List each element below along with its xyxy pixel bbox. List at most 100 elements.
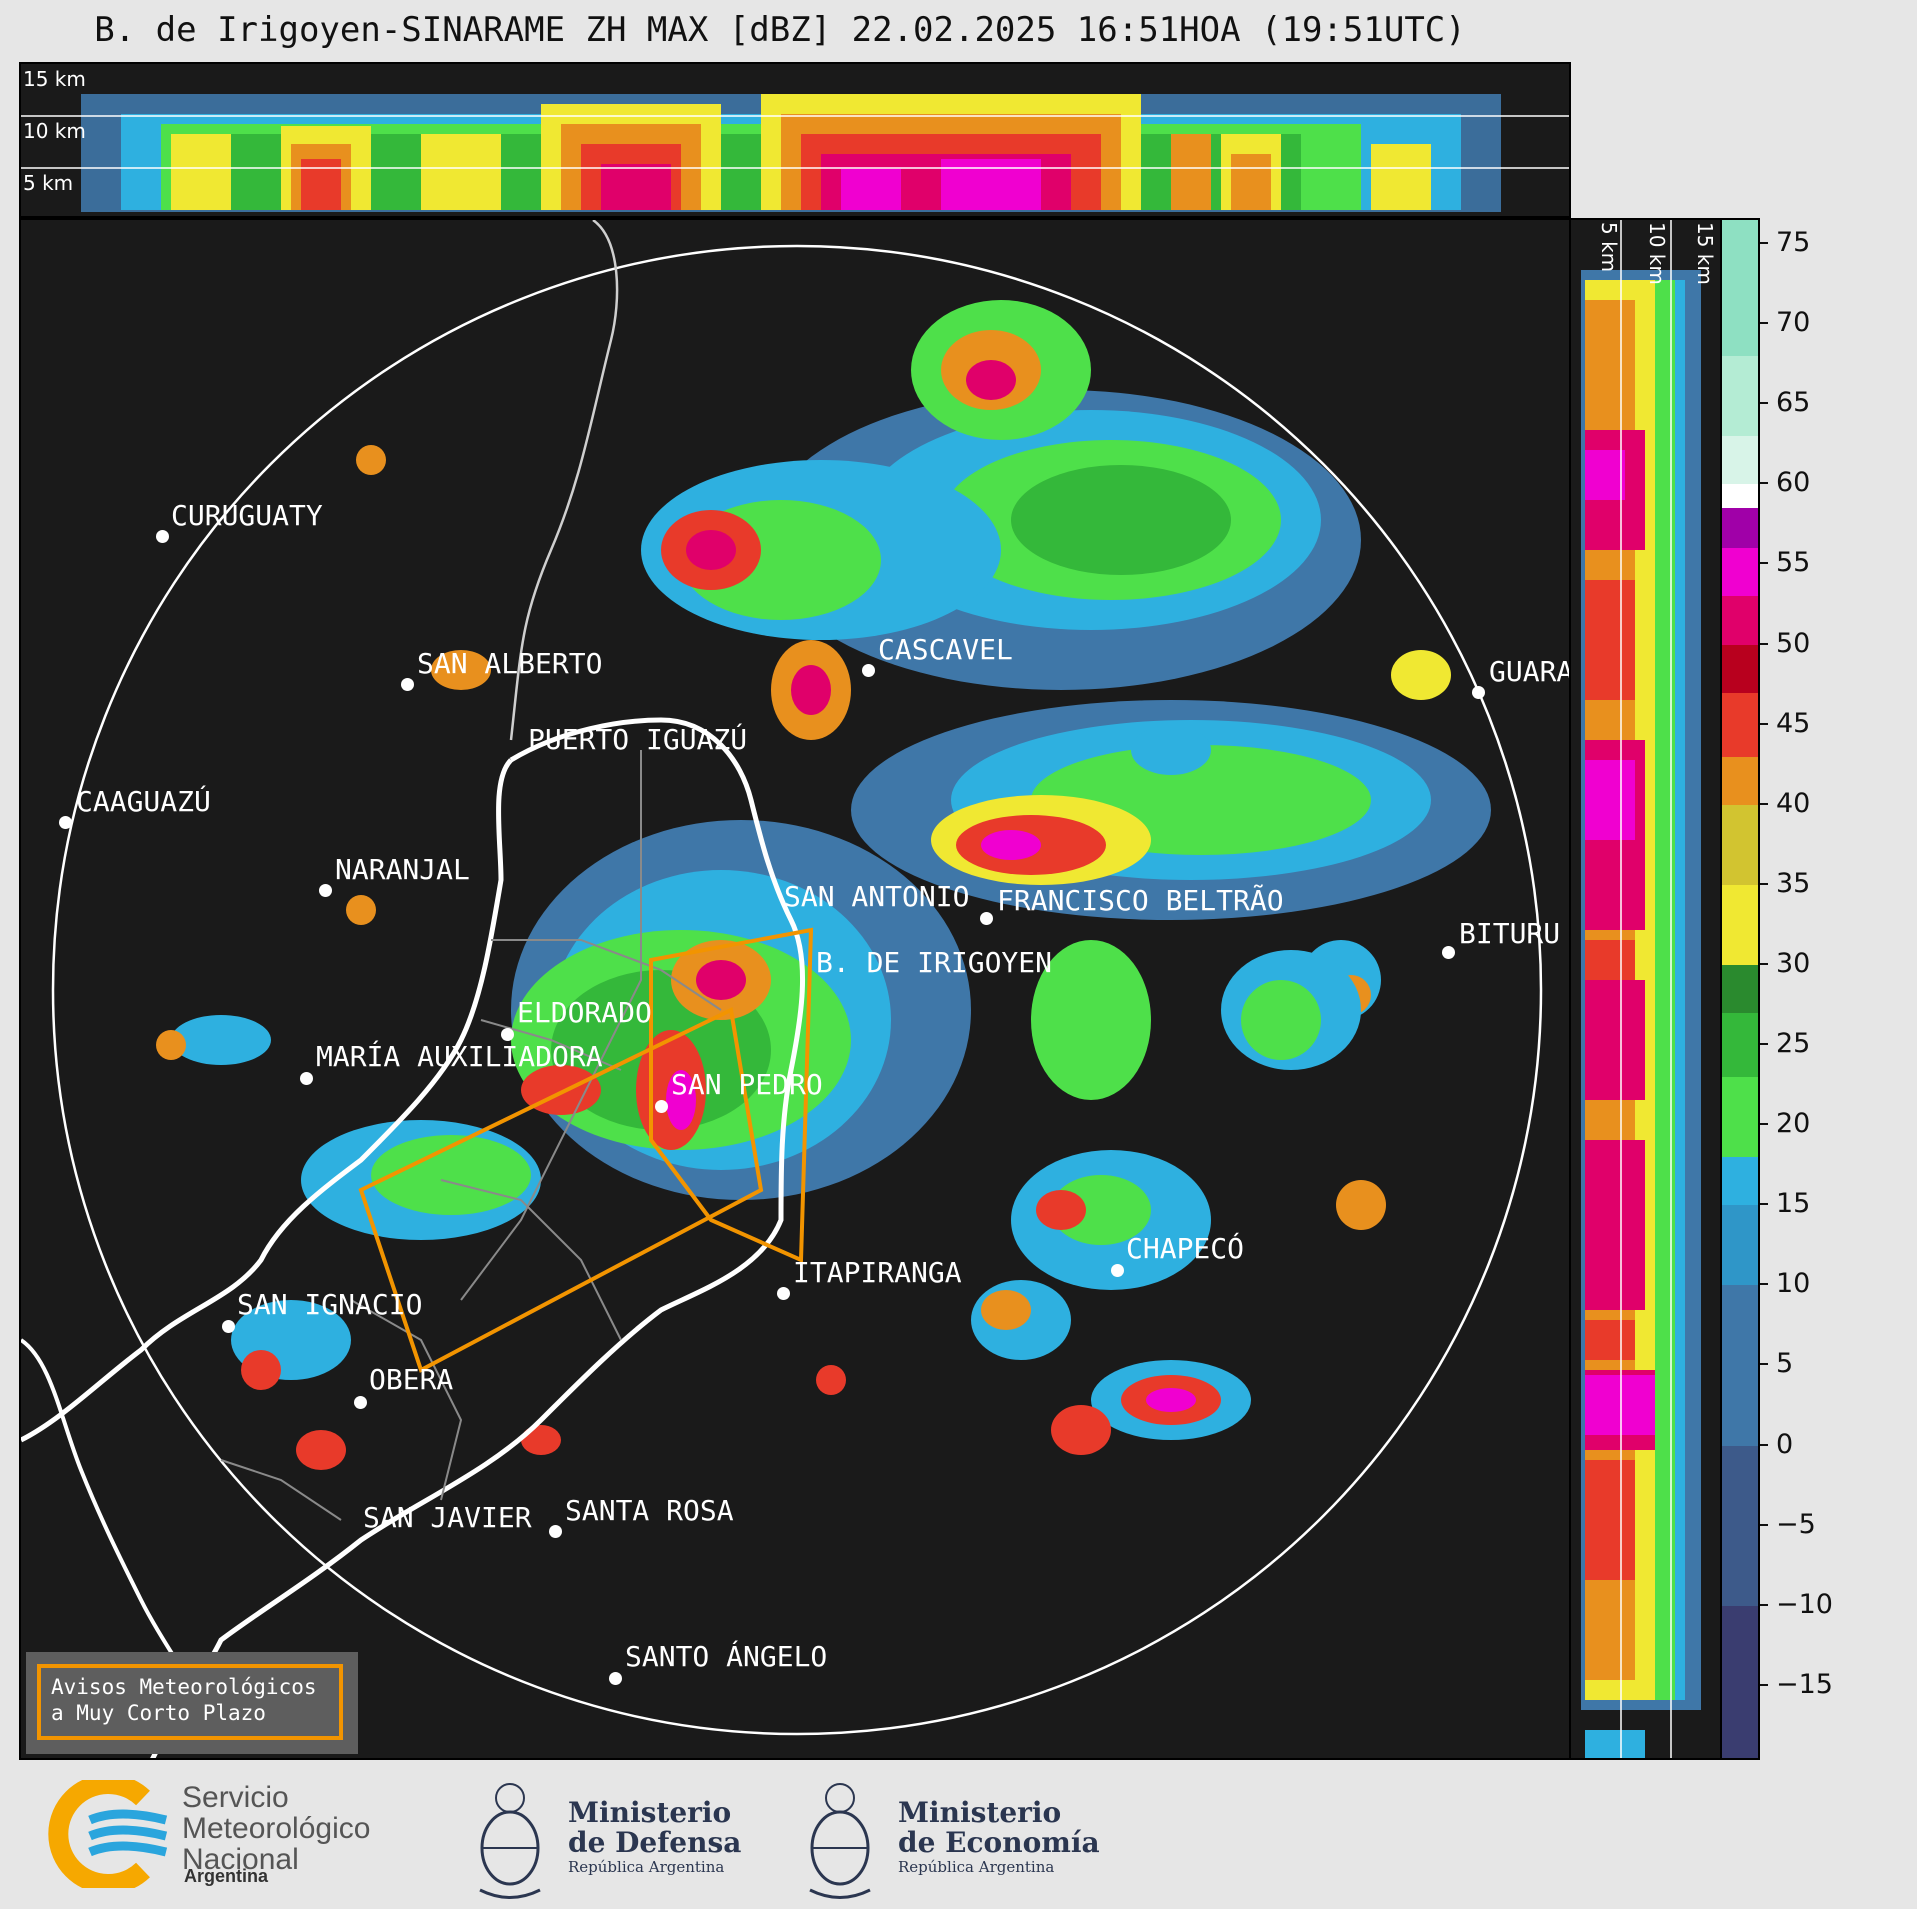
top-cross-section-echoes bbox=[21, 94, 1569, 212]
warnings-legend-frame: Avisos Meteorológicos a Muy Corto Plazo bbox=[37, 1664, 343, 1740]
dbz-colorbar-ticks: 75 70 65 60 55 50 45 40 35 30 25 20 15 10 5 0 −5 −10 −15 bbox=[1760, 218, 1850, 1760]
city-marker-san-alberto bbox=[401, 678, 414, 691]
city-label-cascavel: CASCAVEL bbox=[878, 633, 1013, 666]
side-altitude-label-10km: 10 km bbox=[1645, 222, 1669, 285]
city-label-san-antonio: SAN ANTONIO bbox=[784, 880, 970, 913]
city-label-puerto-iguazu: PUERTO IGUAZÚ bbox=[528, 723, 748, 756]
city-label-chapeco: CHAPECÓ bbox=[1126, 1232, 1245, 1265]
side-cross-section-panel: 5 km 10 km 15 km bbox=[1569, 218, 1722, 1760]
colorbar-tick-label: −10 bbox=[1776, 1588, 1833, 1620]
side-altitude-label-5km: 5 km bbox=[1597, 222, 1621, 273]
department-boundaries bbox=[220, 750, 722, 1521]
colorbar-tick-label: −15 bbox=[1776, 1668, 1833, 1700]
city-marker-santo-angelo bbox=[609, 1672, 622, 1685]
city-label-santo-angelo: SANTO ÁNGELO bbox=[625, 1640, 828, 1673]
city-marker-obera bbox=[354, 1396, 367, 1409]
smn-country: Argentina bbox=[184, 1866, 269, 1886]
city-marker-santa-rosa bbox=[549, 1525, 562, 1538]
city-label-san-javier: SAN JAVIER bbox=[363, 1501, 532, 1534]
colorbar-segment bbox=[1722, 1205, 1758, 1286]
altitude-label-15km: 15 km bbox=[23, 67, 86, 91]
city-marker-san-ignacio bbox=[222, 1320, 235, 1333]
map-title: B. de Irigoyen-SINARAME ZH MAX [dBZ] 22.… bbox=[94, 10, 1466, 50]
paraguay-brazil-border bbox=[509, 220, 619, 741]
city-marker-maria-auxiliadora bbox=[300, 1072, 313, 1085]
argentina-coat-of-arms-icon bbox=[479, 1783, 541, 1899]
colorbar-segment bbox=[1722, 356, 1758, 437]
colorbar-tick-label: 60 bbox=[1776, 467, 1811, 499]
side-altitude-label-15km: 15 km bbox=[1693, 222, 1717, 285]
colorbar-segment bbox=[1722, 484, 1758, 509]
colorbar-tick-label: 20 bbox=[1776, 1108, 1811, 1140]
colorbar-segment bbox=[1722, 884, 1758, 965]
colorbar-tick-label: 35 bbox=[1776, 867, 1811, 899]
city-label-san-alberto: SAN ALBERTO bbox=[417, 647, 603, 680]
city-label-obera: OBERA bbox=[369, 1363, 454, 1396]
colorbar-segment bbox=[1722, 1445, 1758, 1606]
city-marker-guara bbox=[1472, 686, 1485, 699]
colorbar-tick-label: 25 bbox=[1776, 1028, 1811, 1060]
colorbar-segment bbox=[1722, 692, 1758, 757]
radar-echoes bbox=[156, 300, 1491, 1470]
parana-river-border bbox=[21, 758, 513, 1443]
uruguay-river-border bbox=[150, 717, 805, 1758]
city-label-san-pedro: SAN PEDRO bbox=[671, 1068, 823, 1101]
city-marker-cascavel bbox=[862, 664, 875, 677]
city-label-bituru: BITURU bbox=[1459, 917, 1561, 950]
colorbar-segment bbox=[1722, 964, 1758, 1014]
colorbar-segment bbox=[1722, 596, 1758, 645]
colorbar-segment bbox=[1722, 1077, 1758, 1158]
colorbar-segment bbox=[1722, 804, 1758, 885]
city-label-eldorado: ELDORADO bbox=[517, 996, 652, 1029]
warnings-legend: Avisos Meteorológicos a Muy Corto Plazo bbox=[26, 1652, 358, 1754]
colorbar-tick-label: 45 bbox=[1776, 707, 1811, 739]
city-label-caaguazu: CAAGUAZÚ bbox=[76, 785, 211, 818]
side-cross-section-echoes bbox=[1581, 220, 1701, 1758]
colorbar-tick-label: 70 bbox=[1776, 307, 1811, 339]
legend-line-2: a Muy Corto Plazo bbox=[51, 1701, 266, 1725]
argentina-coat-of-arms-icon-2 bbox=[809, 1783, 871, 1899]
city-label-guara: GUARA bbox=[1489, 655, 1571, 688]
economia-sub: República Argentina bbox=[898, 1858, 1055, 1876]
colorbar-segment bbox=[1722, 1157, 1758, 1206]
legend-line-1: Avisos Meteorológicos bbox=[51, 1675, 317, 1699]
altitude-label-5km: 5 km bbox=[23, 171, 74, 195]
colorbar-tick-label: 15 bbox=[1776, 1188, 1811, 1220]
dbz-colorbar bbox=[1720, 218, 1760, 1760]
economia-line-1: Ministerio bbox=[898, 1796, 1062, 1829]
city-label-maria-auxiliadora: MARÍA AUXILIADORA bbox=[316, 1040, 603, 1073]
economia-line-2: de Economía bbox=[898, 1826, 1100, 1859]
colorbar-tick-label: 5 bbox=[1776, 1348, 1794, 1380]
defensa-line-1: Ministerio bbox=[568, 1796, 732, 1829]
radar-map-canvas bbox=[21, 220, 1543, 1758]
city-label-santa-rosa: SANTA ROSA bbox=[565, 1494, 734, 1527]
defensa-line-2: de Defensa bbox=[568, 1826, 742, 1859]
defensa-sub: República Argentina bbox=[568, 1858, 725, 1876]
colorbar-segment bbox=[1722, 1605, 1758, 1758]
city-marker-chapeco bbox=[1111, 1264, 1124, 1277]
city-marker-itapiranga bbox=[777, 1287, 790, 1300]
city-marker-naranjal bbox=[319, 884, 332, 897]
colorbar-segment bbox=[1722, 756, 1758, 805]
smn-line-2: Meteorológico bbox=[182, 1812, 371, 1845]
smn-line-1: Servicio bbox=[182, 1781, 289, 1814]
city-label-b-de-irigoyen: B. DE IRIGOYEN bbox=[816, 946, 1053, 979]
altitude-label-10km: 10 km bbox=[23, 119, 86, 143]
colorbar-tick-label: 75 bbox=[1776, 227, 1811, 259]
colorbar-tick-label: 0 bbox=[1776, 1428, 1794, 1460]
colorbar-tick-label: 50 bbox=[1776, 627, 1811, 659]
city-label-naranjal: NARANJAL bbox=[335, 853, 470, 886]
radar-map-panel: CURUGUATY SAN ALBERTO CAAGUAZÚ CASCAVEL … bbox=[19, 218, 1571, 1760]
footer-logos: Servicio Meteorológico Nacional Argentin… bbox=[0, 1760, 1917, 1909]
economia-name: Ministerio de Economía República Argenti… bbox=[898, 1796, 1100, 1877]
defensa-name: Ministerio de Defensa República Argentin… bbox=[568, 1796, 742, 1877]
city-label-itapiranga: ITAPIRANGA bbox=[793, 1256, 962, 1289]
colorbar-tick-label: 40 bbox=[1776, 787, 1811, 819]
warning-polygons bbox=[358, 927, 814, 1373]
colorbar-tick-label: 65 bbox=[1776, 387, 1811, 419]
city-marker-eldorado bbox=[501, 1028, 514, 1041]
colorbar-segment bbox=[1722, 1285, 1758, 1446]
city-marker-bituru bbox=[1442, 946, 1455, 959]
top-cross-section-panel: 15 km 10 km 5 km bbox=[19, 62, 1571, 218]
colorbar-segment bbox=[1722, 644, 1758, 693]
